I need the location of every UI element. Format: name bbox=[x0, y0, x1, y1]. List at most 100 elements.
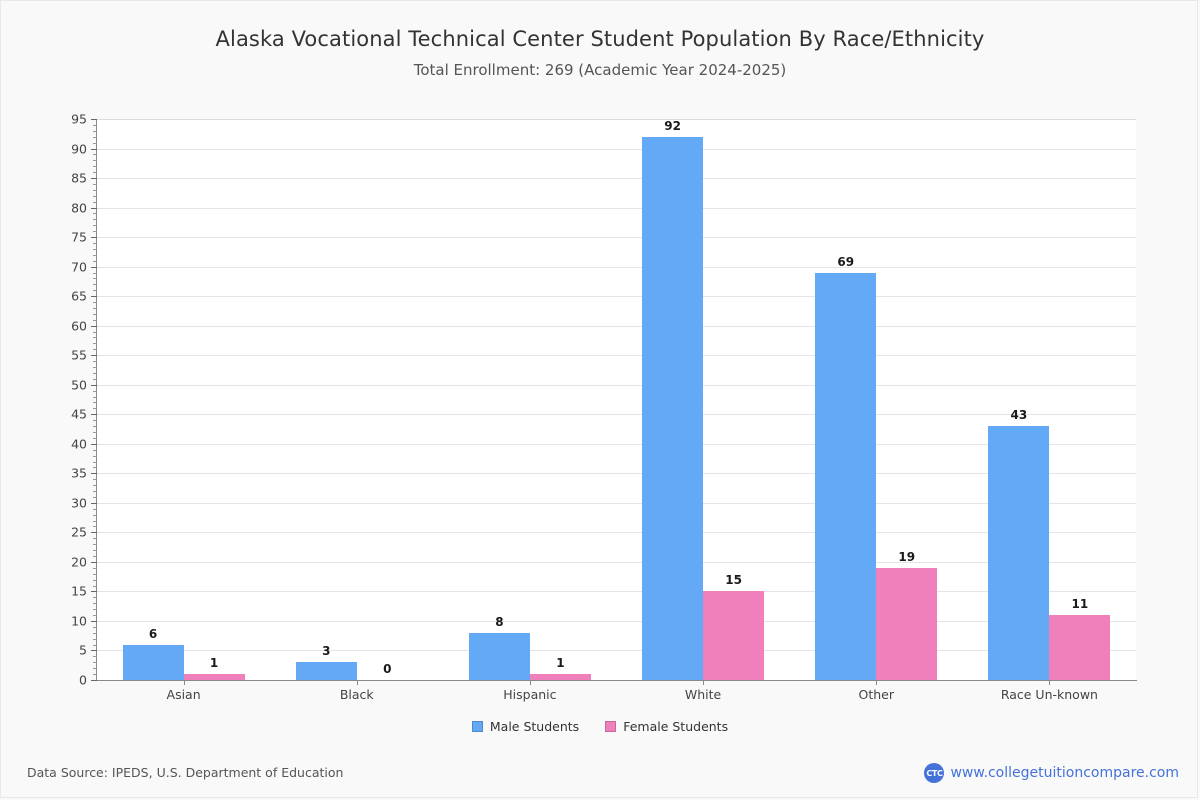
y-tick-minor bbox=[93, 603, 97, 605]
y-tick-minor bbox=[93, 390, 97, 392]
y-tick-minor bbox=[93, 632, 97, 634]
y-tick-mark bbox=[91, 502, 97, 504]
bar-female[interactable] bbox=[529, 674, 591, 680]
x-tick-label-other: Other bbox=[858, 687, 895, 702]
bar-value-label: 3 bbox=[322, 644, 331, 659]
legend-label: Female Students bbox=[623, 719, 729, 734]
y-tick-minor bbox=[93, 408, 97, 410]
y-tick-minor bbox=[93, 372, 97, 374]
legend-item-female[interactable]: Female Students bbox=[605, 719, 728, 734]
y-tick-label: 45 bbox=[71, 406, 87, 422]
y-tick-minor bbox=[93, 573, 97, 575]
bar-female[interactable] bbox=[876, 567, 938, 680]
y-axis-tick-labels: 0 5 10 15 20 25 30 35 40 45 50 55 60 65 70 75 80 85 90 95 bbox=[23, 112, 87, 688]
y-tick-minor bbox=[93, 272, 97, 274]
y-tick-mark bbox=[91, 178, 97, 180]
y-tick-minor bbox=[93, 567, 97, 569]
y-tick-minor bbox=[93, 626, 97, 628]
y-tick-minor bbox=[93, 538, 97, 540]
plot-area: 6 1 3 0 8 1 92 15 69 19 43 11 bbox=[97, 119, 1136, 680]
bar-male[interactable] bbox=[468, 632, 530, 680]
chart-legend: Male Students Female Students bbox=[1, 719, 1199, 734]
y-tick-minor bbox=[93, 644, 97, 646]
x-tick-label-asian: Asian bbox=[166, 687, 201, 702]
bar-value-label: 6 bbox=[148, 626, 158, 641]
y-tick-minor bbox=[93, 307, 97, 309]
y-tick-minor bbox=[93, 638, 97, 640]
gridline bbox=[97, 650, 1136, 652]
gridline bbox=[97, 384, 1136, 386]
y-tick-mark bbox=[91, 237, 97, 239]
y-tick-minor bbox=[93, 136, 97, 138]
y-tick-mark bbox=[91, 148, 97, 150]
brand-url-text: www.collegetuitioncompare.com bbox=[950, 765, 1179, 781]
y-tick-mark bbox=[91, 296, 97, 298]
gridline bbox=[97, 207, 1136, 209]
brand-link[interactable]: CTC www.collegetuitioncompare.com bbox=[924, 763, 1179, 783]
gridline bbox=[97, 325, 1136, 327]
bar-value-label: 43 bbox=[1010, 408, 1028, 423]
y-tick-label: 80 bbox=[71, 200, 87, 216]
y-tick-minor bbox=[93, 485, 97, 487]
y-axis-line bbox=[96, 119, 97, 681]
y-tick-label: 65 bbox=[71, 288, 87, 304]
y-tick-minor bbox=[93, 142, 97, 144]
y-tick-label: 55 bbox=[71, 347, 87, 363]
y-tick-minor bbox=[93, 585, 97, 587]
x-tick-mark bbox=[529, 680, 531, 685]
y-tick-label: 90 bbox=[71, 141, 87, 157]
y-tick-minor bbox=[93, 189, 97, 191]
bar-male[interactable] bbox=[295, 662, 357, 680]
bar-female[interactable] bbox=[703, 591, 765, 680]
y-tick-mark bbox=[91, 680, 97, 681]
legend-swatch-icon bbox=[605, 721, 617, 732]
y-tick-minor bbox=[93, 160, 97, 162]
gridline bbox=[97, 237, 1136, 239]
y-tick-label: 95 bbox=[71, 111, 87, 127]
legend-swatch-icon bbox=[471, 721, 483, 732]
y-tick-minor bbox=[93, 674, 97, 676]
y-tick-minor bbox=[93, 219, 97, 221]
y-tick-label: 50 bbox=[71, 377, 87, 393]
y-axis-ticks bbox=[91, 119, 98, 681]
y-tick-label: 25 bbox=[71, 524, 87, 540]
legend-item-male[interactable]: Male Students bbox=[471, 719, 579, 734]
y-tick-label: 70 bbox=[71, 259, 87, 275]
bar-male[interactable] bbox=[122, 644, 184, 680]
bar-male[interactable] bbox=[642, 136, 704, 680]
y-tick-mark bbox=[91, 620, 97, 622]
gridline bbox=[97, 561, 1136, 563]
bar-female[interactable] bbox=[183, 674, 245, 680]
y-tick-mark bbox=[91, 443, 97, 445]
gridline bbox=[97, 620, 1136, 622]
y-tick-mark bbox=[91, 414, 97, 416]
gridline bbox=[97, 178, 1136, 180]
data-source-text: Data Source: IPEDS, U.S. Department of E… bbox=[27, 765, 344, 780]
x-tick-mark bbox=[1049, 680, 1051, 685]
y-tick-minor bbox=[93, 396, 97, 398]
y-tick-minor bbox=[93, 615, 97, 617]
y-tick-minor bbox=[93, 455, 97, 457]
gridline bbox=[97, 296, 1136, 298]
y-tick-minor bbox=[93, 166, 97, 168]
y-tick-mark bbox=[91, 591, 97, 593]
y-tick-minor bbox=[93, 331, 97, 333]
chart-title: Alaska Vocational Technical Center Stude… bbox=[215, 27, 985, 51]
y-tick-mark bbox=[91, 119, 97, 120]
y-tick-label: 85 bbox=[71, 170, 87, 186]
gridline bbox=[97, 355, 1136, 357]
bar-female[interactable] bbox=[1049, 615, 1111, 680]
y-tick-minor bbox=[93, 579, 97, 581]
x-tick-label-race-un-known: Race Un-known bbox=[1000, 687, 1098, 702]
bar-male[interactable] bbox=[815, 272, 877, 680]
y-tick-minor bbox=[93, 491, 97, 493]
y-tick-minor bbox=[93, 437, 97, 439]
y-tick-mark bbox=[91, 207, 97, 209]
x-tick-label-hispanic: Hispanic bbox=[503, 687, 557, 702]
y-tick-label: 15 bbox=[71, 583, 87, 599]
bar-value-label: 69 bbox=[837, 254, 855, 269]
bar-value-label: 92 bbox=[664, 118, 681, 133]
gridline bbox=[97, 148, 1136, 150]
y-tick-label: 20 bbox=[71, 554, 87, 570]
bar-male[interactable] bbox=[988, 426, 1050, 680]
